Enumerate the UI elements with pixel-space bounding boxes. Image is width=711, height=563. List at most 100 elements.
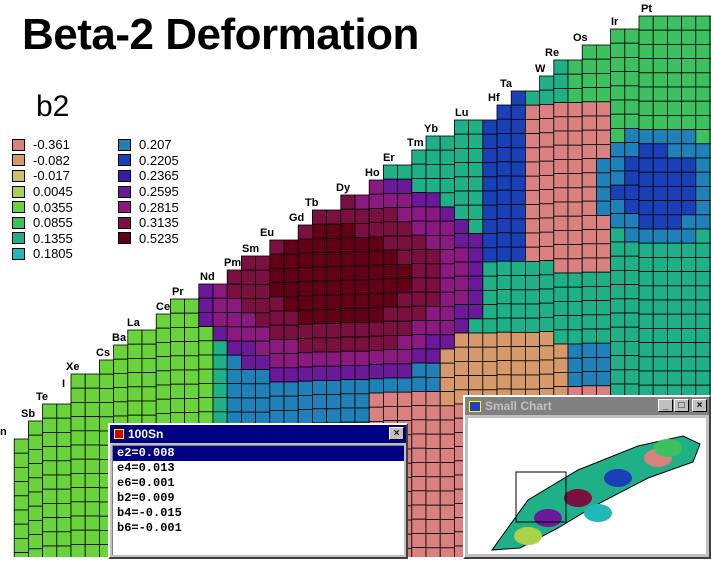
nuclide-cell [255,354,271,370]
nuclide-cell [212,368,228,384]
small-chart-titlebar[interactable]: Small Chart _ □ × [465,397,709,415]
nuclide-cell [212,382,228,398]
nuclide-cell [240,312,256,328]
nuclide-cell [13,509,29,525]
nuclide-cell [581,243,597,259]
element-label: Xe [66,361,79,373]
legend-label: 0.3135 [139,215,179,231]
nuclide-cell [510,175,526,191]
element-label: Dy [336,182,351,194]
nuclide-cell [596,356,612,372]
legend-item: 0.2365 [118,168,179,184]
nuclide-cell [596,44,612,60]
nuclide-cell [439,234,455,250]
nuclide-cell [368,364,384,380]
nuclide-cell [695,342,711,358]
nuclide-cell [496,345,512,361]
nuclide-cell [581,186,597,202]
small-chart-window[interactable]: Small Chart _ □ × [463,395,711,559]
nuclide-cell [382,249,398,265]
nuclide-cell [510,317,526,333]
nuclide-cell [411,518,427,534]
nuclide-cell [397,221,413,237]
nuclide-cell [297,409,313,425]
nuclide-cell [567,144,583,160]
legend-item: -0.017 [12,168,73,184]
legend-item: 0.5235 [118,231,179,247]
nuclide-cell [13,452,29,468]
nuclide-cell [326,337,342,353]
nuclide-cell [468,318,484,334]
list-item[interactable]: e4=0.013 [117,461,175,475]
nuclide-cell [382,221,398,237]
nuclide-cell [127,400,143,416]
maximize-icon[interactable]: □ [674,399,689,412]
nuclide-cell [567,88,583,104]
nuclide-cell [553,215,569,231]
nuclide-cell [610,326,626,342]
list-item[interactable]: b4=-0.015 [117,506,182,520]
list-item[interactable]: e2=0.008 [113,446,404,461]
list-item[interactable]: b2=0.009 [117,491,175,505]
nuclide-cell [681,327,697,343]
nuclide-cell [425,462,441,478]
nuclide-window-titlebar[interactable]: 100Sn × [110,425,406,443]
nuclide-cell [155,313,171,329]
nuclide-info-window[interactable]: 100Sn × e2=0.008 e4=0.013 e6=0.001 b2=0.009… [108,423,408,559]
nuclide-cell [652,228,668,244]
nuclide-cell [42,446,58,462]
legend-label: -0.017 [33,168,70,184]
nuclide-cell [610,355,626,371]
nuclide-cell [311,280,327,296]
nuclide-cell [453,233,469,249]
close-icon[interactable]: × [389,427,404,440]
nuclide-cell [439,490,455,506]
deformation-list[interactable]: e2=0.008 e4=0.013 e6=0.001 b2=0.009 b4=-0.01… [112,445,404,555]
small-chart-canvas[interactable] [468,418,706,554]
nuclide-cell [425,320,441,336]
nuclide-cell [510,204,526,220]
nuclide-cell [638,58,654,74]
nuclide-cell [411,149,427,165]
nuclide-cell [482,119,498,135]
nuclide-cell [283,253,299,269]
nuclide-cell [496,303,512,319]
close-icon[interactable]: × [692,399,707,412]
legend-label: 0.1355 [33,230,73,246]
minimize-icon[interactable]: _ [658,399,673,412]
nuclide-cell [113,401,129,417]
nuclide-cell [596,129,612,145]
nuclide-cell [652,100,668,116]
nuclide-cell [453,289,469,305]
list-item[interactable]: e6=0.001 [117,476,175,490]
legend-swatch [12,232,25,245]
nuclide-cell [482,176,498,192]
list-item[interactable]: b6=-0.001 [117,521,182,535]
nuclide-cell [624,369,640,385]
nuclide-cell [340,350,356,366]
nuclide-cell [212,297,228,313]
nuclide-cell [70,501,86,517]
nuclide-cell [525,189,541,205]
nuclide-cell [311,209,327,225]
nuclide-cell [354,194,370,210]
legend-swatch [118,232,131,245]
nuclide-cell [624,284,640,300]
nuclide-cell [695,271,711,287]
nuclide-cell [27,463,43,479]
element-label: Ta [500,78,513,90]
nuclide-cell [581,300,597,316]
nuclide-cell [553,343,569,359]
nuclide-cell [638,29,654,45]
nuclide-cell [539,359,555,375]
nuclide-cell [667,58,683,74]
legend-item: 0.1355 [12,231,73,247]
nuclide-cell [638,242,654,258]
nuclide-cell [425,277,441,293]
nuclide-cell [539,203,555,219]
nuclide-cell [354,251,370,267]
nuclide-cell [624,113,640,129]
nuclide-cell [439,405,455,421]
nuclide-cell [539,174,555,190]
nuclide-cell [297,394,313,410]
